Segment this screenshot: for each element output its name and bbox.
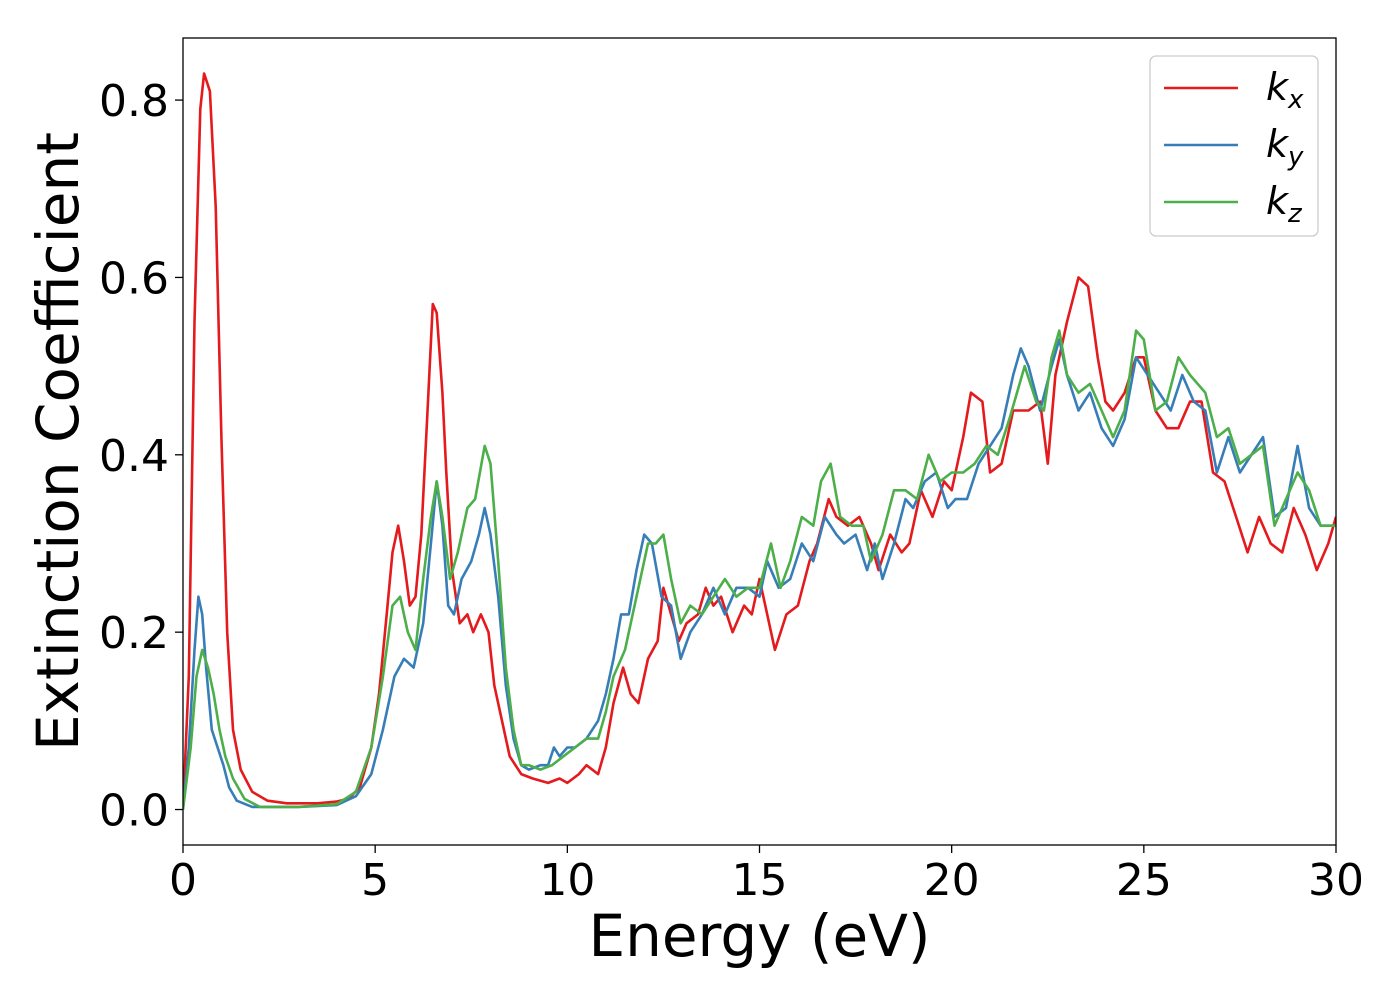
series-line-k_z [183, 329, 1336, 810]
x-tick-label: 15 [732, 855, 788, 906]
x-axis: 0 5 10 15 20 25 30 [169, 845, 1364, 906]
y-tick-label: 0.8 [99, 76, 169, 127]
y-tick-label: 0.6 [99, 253, 169, 304]
x-tick-label: 0 [169, 855, 197, 906]
y-tick-label: 0.2 [99, 608, 169, 659]
series-line-k_y [183, 338, 1336, 810]
legend-label-k_y: ky [1266, 122, 1304, 172]
x-tick-label: 25 [1116, 855, 1172, 906]
y-axis-title: Extinction Coefficient [24, 132, 92, 751]
legend-label-k_z: kz [1266, 179, 1303, 229]
series-line-k_x [183, 72, 1336, 810]
x-axis-title: Energy (eV) [588, 902, 930, 970]
x-tick-label: 10 [539, 855, 595, 906]
y-axis: 0.0 0.2 0.4 0.6 0.8 [99, 76, 183, 837]
y-tick-label: 0.0 [99, 786, 169, 837]
legend-label-k_x: kx [1266, 65, 1304, 115]
legend: kx ky kz [1149, 55, 1319, 237]
series-layer [183, 72, 1336, 810]
y-tick-label: 0.4 [99, 431, 169, 482]
x-tick-label: 30 [1308, 855, 1364, 906]
x-tick-label: 5 [361, 855, 389, 906]
x-tick-label: 20 [924, 855, 980, 906]
